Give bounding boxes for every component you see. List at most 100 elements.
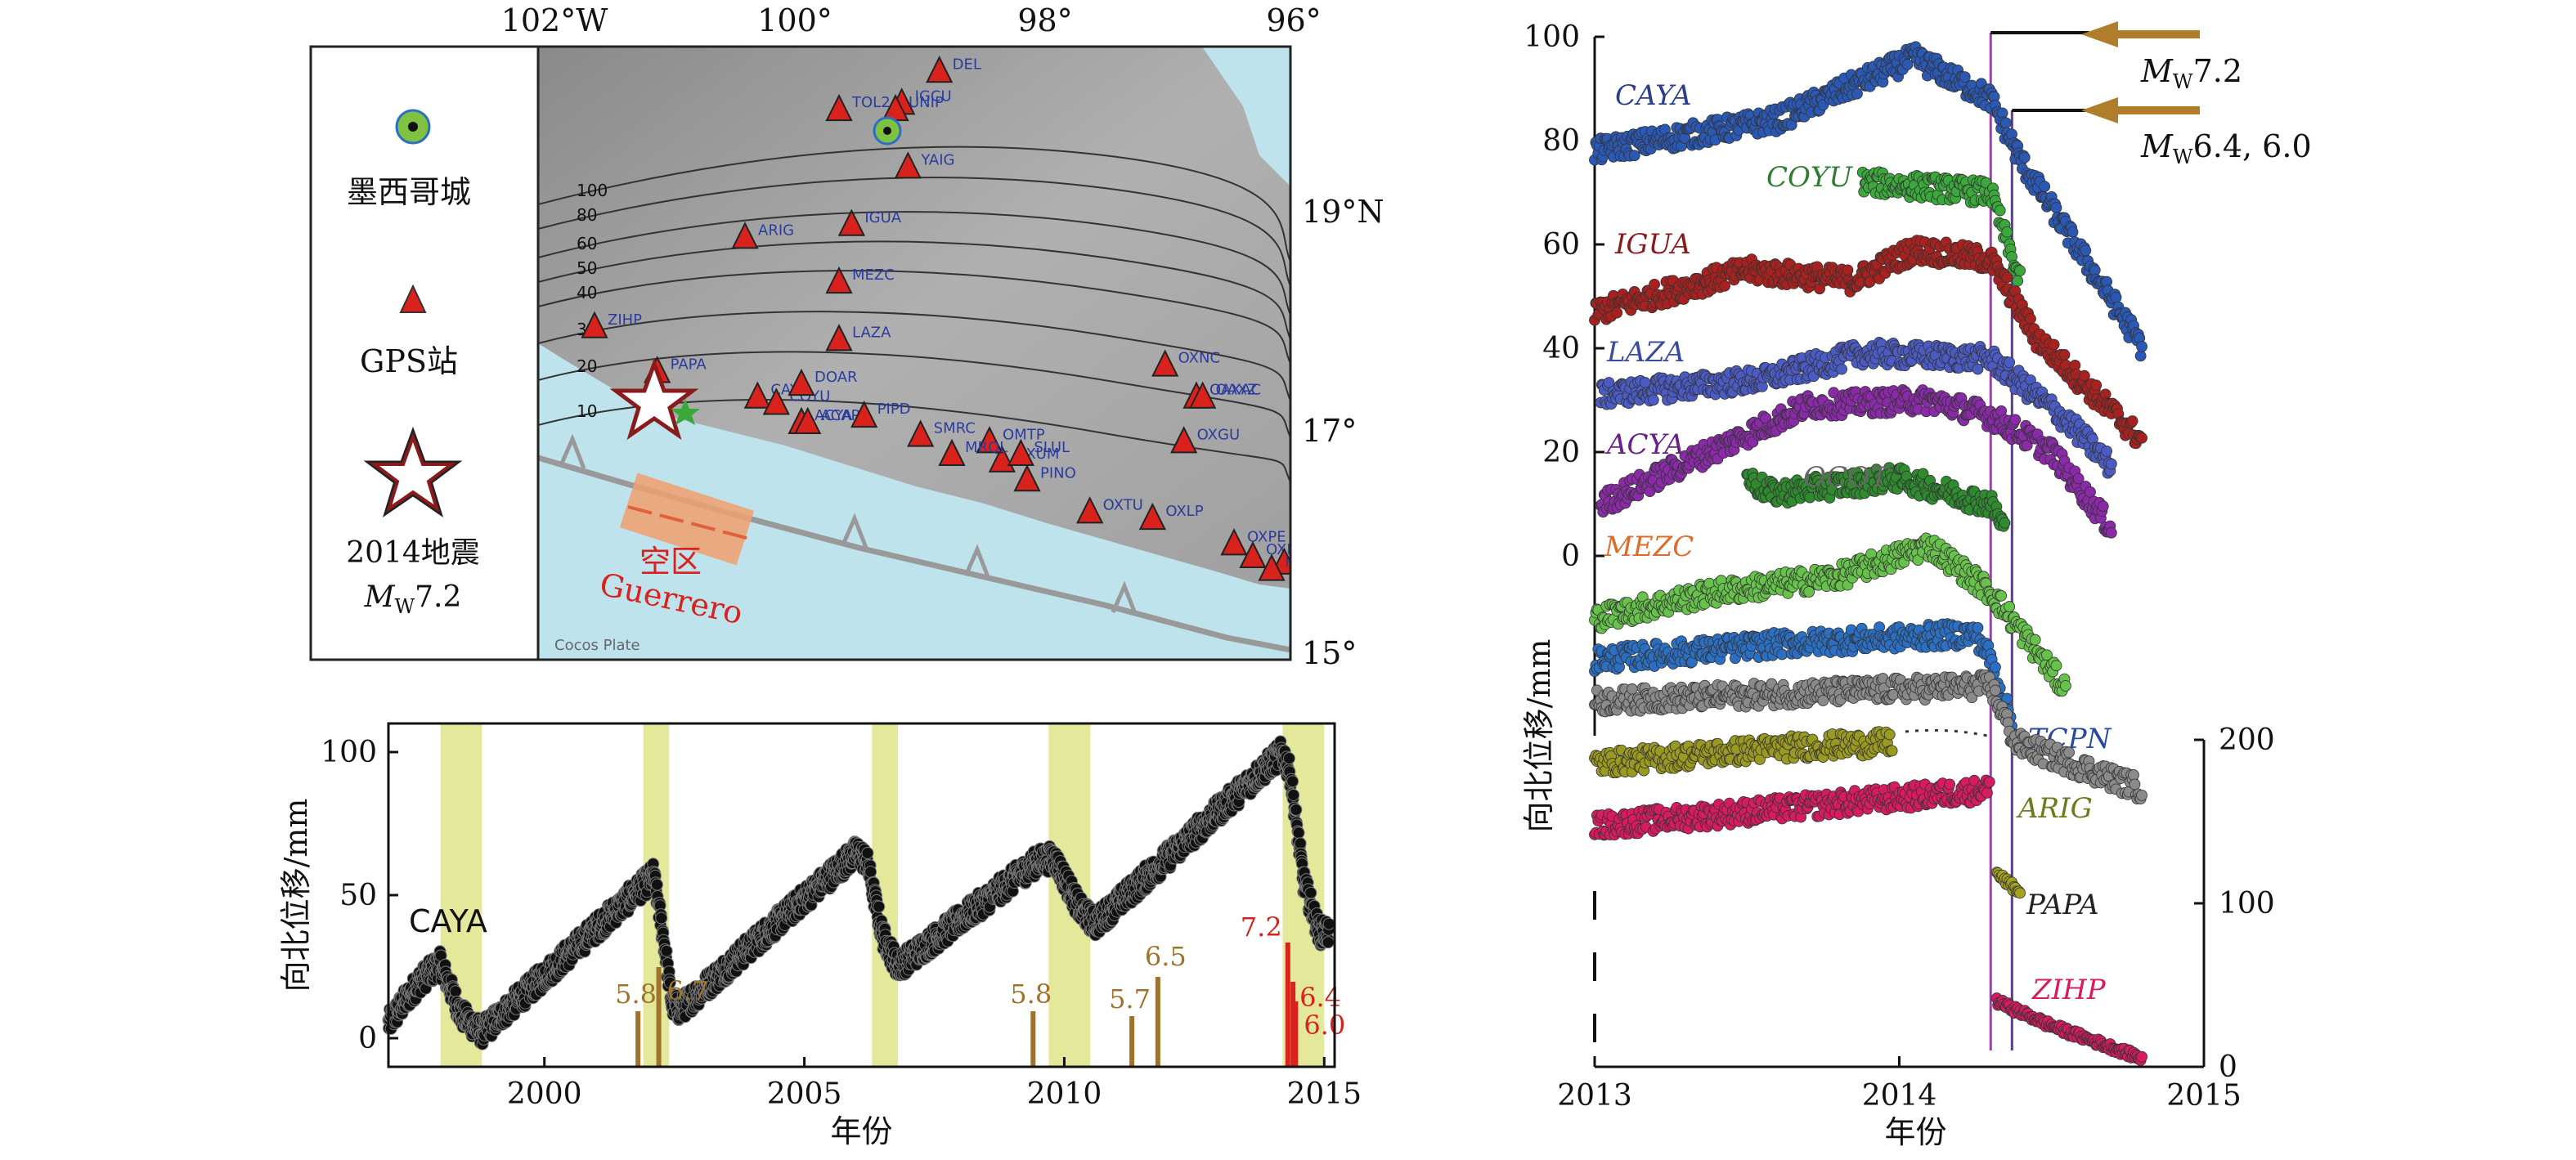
data-point — [661, 945, 672, 956]
data-point — [2085, 486, 2096, 497]
station-label: ZIHP — [608, 311, 642, 329]
data-point — [873, 901, 885, 912]
station-label: ARIG — [758, 222, 794, 239]
right-y-tick-label: 200 — [2219, 723, 2275, 757]
data-point — [2019, 152, 2030, 163]
earthquake-label: 6.5 — [1145, 941, 1187, 972]
lon-label-96: 96° — [1266, 2, 1321, 38]
y-tick-label: 100 — [1524, 20, 1580, 54]
x-tick-label: 2013 — [1557, 1079, 1632, 1113]
data-point — [1995, 205, 2005, 216]
event-arrow — [2081, 97, 2200, 123]
station-label: OXLP — [1165, 503, 1203, 520]
data-point — [862, 847, 873, 858]
data-point — [2080, 245, 2091, 256]
data-point — [1648, 395, 1658, 405]
station-label: OXGU — [1197, 426, 1240, 443]
data-point — [2059, 349, 2070, 360]
station-label: DOAR — [815, 369, 858, 386]
data-point — [2060, 680, 2071, 691]
data-point — [1805, 492, 1815, 503]
chart2-ylabel: 向北位移/mm — [1521, 639, 1557, 833]
data-point — [2049, 339, 2059, 350]
x-tick-label: 2014 — [1862, 1079, 1937, 1113]
data-point — [2004, 357, 2015, 368]
data-point — [2051, 661, 2062, 671]
data-point — [2002, 272, 2013, 283]
series-label: ACYA — [1604, 428, 1685, 461]
data-point — [1287, 776, 1299, 787]
chart1-ylabel: 向北位移/mm — [278, 799, 314, 992]
data-point — [2015, 266, 2026, 276]
station-label: MRQL — [965, 439, 1008, 456]
earthquake-label: 5.8 — [1010, 979, 1052, 1010]
data-point — [1305, 887, 1317, 898]
earthquake-bar — [1286, 943, 1290, 1067]
event-arrow — [2081, 21, 2200, 47]
chart1-frame — [388, 723, 1335, 1067]
station-label: OXGM — [1297, 548, 1342, 565]
data-point — [1290, 804, 1302, 815]
earthquake-bar — [635, 1011, 640, 1067]
data-point — [2127, 416, 2138, 427]
contour-label: 50 — [577, 258, 597, 278]
station-label: IGUA — [864, 209, 901, 226]
data-point — [2067, 226, 2078, 237]
station-label: OAXZ — [1216, 382, 1258, 399]
lat-label-19: 19°N — [1302, 194, 1384, 230]
data-point — [2106, 459, 2116, 469]
station-label: TOL2 — [851, 94, 891, 111]
station-label: OXTU — [1103, 496, 1143, 513]
series-label: OCOT — [1803, 461, 1891, 494]
data-point — [450, 986, 461, 997]
earthquake-label: 5.7 — [1109, 983, 1151, 1014]
data-point — [2004, 602, 2015, 612]
earthquake-bar — [1129, 1016, 1134, 1067]
data-point — [2106, 527, 2116, 538]
plate-label: Cocos Plate — [554, 637, 640, 654]
earthquake-bar — [657, 967, 662, 1067]
chart1-xlabel: 年份 — [830, 1113, 892, 1149]
data-point — [1295, 838, 1306, 849]
y-tick-label: 0 — [358, 1022, 377, 1055]
x-tick-label: 2005 — [767, 1077, 842, 1111]
station-label: OXNC — [1178, 350, 1220, 367]
station-label: SMRC — [934, 420, 976, 437]
data-point — [2051, 203, 2062, 213]
y-tick-label: 100 — [321, 736, 377, 769]
data-point — [1720, 280, 1730, 291]
series-label: MEZC — [1604, 531, 1694, 563]
contour-label: 100 — [577, 181, 608, 200]
data-point — [1288, 790, 1299, 801]
data-point — [651, 879, 662, 890]
legend-city-label: 墨西哥城 — [347, 174, 471, 210]
data-point — [2091, 380, 2102, 391]
chart2-xlabel: 年份 — [1884, 1114, 1946, 1150]
contour-label: 10 — [577, 401, 597, 421]
data-point — [1999, 517, 2010, 528]
gap-label-chinese: 空区 — [640, 544, 702, 580]
y-tick-label: 20 — [1542, 436, 1580, 469]
x-tick-label: 2015 — [2166, 1079, 2242, 1113]
data-point — [2137, 341, 2147, 352]
data-point — [2010, 414, 2021, 425]
data-point — [2030, 634, 2040, 645]
y-tick-label: 80 — [1542, 124, 1580, 158]
lon-label-98: 98° — [1017, 2, 1072, 38]
data-point — [1323, 918, 1335, 929]
right-y-tick-label: 0 — [2219, 1050, 2237, 1084]
data-point — [1629, 150, 1640, 161]
series-label: IGUA — [1614, 228, 1691, 261]
station-label: LAZA — [852, 324, 891, 341]
caya-displacement-series — [383, 736, 1335, 1050]
x-tick-label: 2000 — [507, 1077, 582, 1111]
y-tick-label: 60 — [1542, 228, 1580, 262]
station-label: PAPA — [671, 356, 707, 373]
right-y-tick-label: 100 — [2219, 887, 2275, 920]
lon-label-102: 102°W — [501, 2, 608, 38]
contour-label: 80 — [577, 205, 597, 225]
data-point — [656, 912, 667, 924]
series-label: COYU — [1766, 161, 1853, 194]
city-icon — [397, 110, 429, 143]
